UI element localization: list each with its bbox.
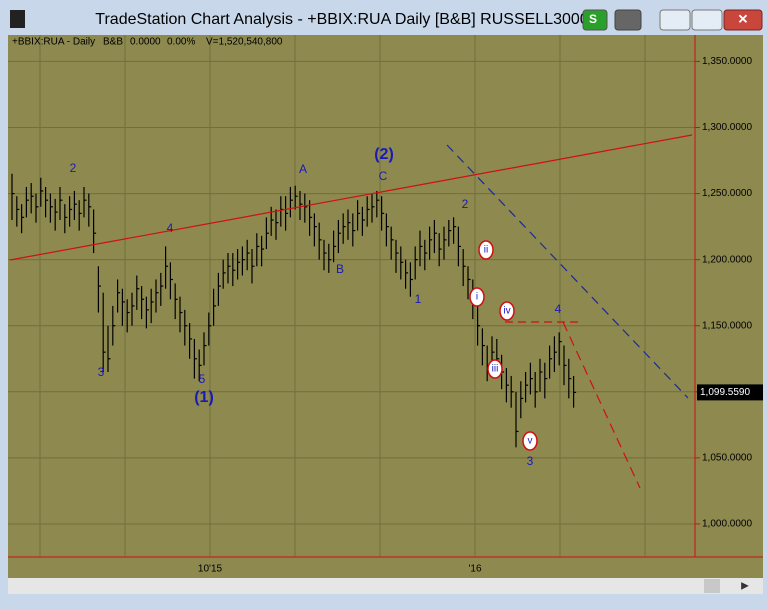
wave-label: ii	[484, 245, 488, 256]
wave-label: C	[379, 169, 388, 183]
app-icon	[10, 10, 25, 28]
y-tick-label: 1,350.0000	[702, 56, 752, 67]
close-icon: ✕	[738, 11, 749, 26]
wave-label: 5	[199, 372, 206, 386]
x-tick-label: 10'15	[198, 564, 223, 575]
maximize-button[interactable]	[691, 9, 723, 31]
y-tick-label: 1,200.0000	[702, 254, 752, 265]
grid: 1,000.00001,050.00001,100.00001,150.0000…	[8, 56, 752, 530]
info-text: 0.0000	[130, 37, 161, 48]
scroll-thumb[interactable]	[704, 579, 720, 593]
wave-label: A	[299, 162, 307, 176]
last-price-label: 1,099.5590	[700, 387, 750, 398]
y-tick-label: 1,250.0000	[702, 188, 752, 199]
wave-label: v	[528, 436, 533, 447]
wave-circle	[469, 287, 485, 307]
wave-label: B	[336, 262, 344, 276]
y-tick-label: 1,150.0000	[702, 320, 752, 331]
info-text: B&B	[103, 37, 123, 48]
minimize-button[interactable]	[659, 9, 691, 31]
y-tick-label: 1,300.0000	[702, 122, 752, 133]
scroll-bar[interactable]	[8, 578, 763, 594]
wave-label: 4	[555, 302, 562, 316]
y-tick-label: 1,050.0000	[702, 453, 752, 464]
wave-circle	[499, 301, 515, 321]
wave-label: (1)	[194, 389, 214, 406]
wave-label: (2)	[374, 146, 394, 163]
scroll-arrow[interactable]: ▶	[741, 581, 749, 592]
x-tick-label: '16	[468, 564, 481, 575]
wave-label: 3	[527, 454, 534, 468]
date-grid	[39, 35, 646, 557]
wave-label: iii	[492, 364, 499, 375]
wave-circle	[522, 431, 538, 451]
s-button[interactable]	[582, 9, 608, 31]
wave-label: 3	[98, 365, 105, 379]
window-title: TradeStation Chart Analysis - +BBIX:RUA …	[95, 11, 589, 28]
info-line: +BBIX:RUA - Daily B&B 0.0000 0.00% V=1,520,5…	[12, 37, 283, 48]
wave-circle	[487, 359, 503, 379]
chart-area	[8, 35, 763, 578]
trend-line-dashed	[446, 144, 689, 399]
info-text: V=1,520,540,800	[206, 37, 283, 48]
y-tick-label: 1,000.0000	[702, 519, 752, 530]
info-text: 0.00%	[167, 37, 195, 48]
wave-label: i	[476, 292, 478, 303]
close-button[interactable]	[723, 9, 763, 31]
wave-label: 1	[415, 292, 422, 306]
wave-label: iv	[503, 306, 510, 317]
wave-label: 2	[70, 161, 77, 175]
projection-line	[562, 321, 641, 489]
price-bars	[11, 173, 577, 448]
trend-line	[9, 134, 693, 261]
wave-circle	[478, 240, 494, 260]
info-text: +BBIX:RUA - Daily	[12, 37, 95, 48]
last-price-box	[697, 384, 763, 401]
menu-button[interactable]	[614, 9, 642, 31]
wave-label: 2	[462, 197, 469, 211]
wave-label: 4	[167, 221, 174, 235]
s-button-label[interactable]: S	[589, 12, 597, 26]
